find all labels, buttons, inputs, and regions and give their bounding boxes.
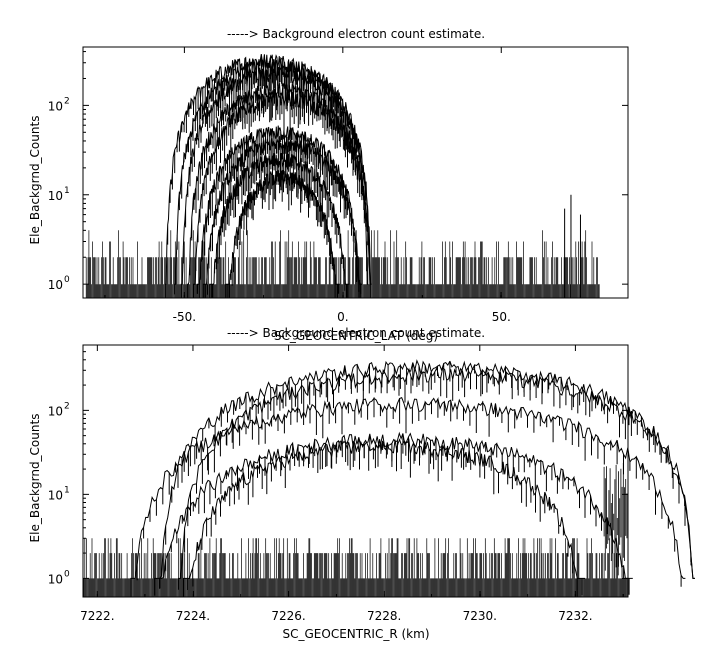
x-tick-label: 0. — [337, 310, 348, 324]
series-line-8 — [209, 152, 350, 298]
y-tick-label: 10 — [48, 189, 63, 203]
x-tick-label: 7230. — [463, 609, 497, 623]
y-tick-exponent: 0 — [64, 569, 70, 579]
series-line-1 — [159, 359, 695, 589]
y-tick-exponent: 1 — [64, 485, 70, 495]
series-line-3 — [180, 65, 372, 298]
series-line-2 — [178, 366, 695, 590]
x-tick-label: 7224. — [176, 609, 210, 623]
y-tick-label: 10 — [48, 278, 63, 292]
y-tick-exponent: 1 — [64, 186, 70, 196]
y-tick-label: 10 — [48, 488, 63, 502]
series-line-2 — [174, 58, 372, 295]
series-line-5 — [182, 438, 585, 597]
x-tick-label: 7228. — [367, 609, 401, 623]
x-tick-label: -50. — [173, 310, 196, 324]
y-tick-label: 10 — [48, 99, 63, 113]
series-line-4 — [154, 431, 633, 596]
series-line-4 — [187, 82, 372, 298]
y-tick-label: 10 — [48, 572, 63, 586]
bottom-chart-title: -----> Background electron count estimat… — [227, 326, 485, 340]
top-panel: -----> Background electron count estimat… — [28, 27, 629, 343]
noise-floor — [85, 230, 600, 298]
x-tick-label: 7226. — [271, 609, 305, 623]
x-tick-label: 7232. — [558, 609, 592, 623]
series-line-7 — [202, 136, 362, 298]
bottom-plot-area — [82, 359, 695, 597]
top-y-axis-label: Ele_Backgrnd_Counts — [28, 116, 42, 245]
y-tick-exponent: 0 — [64, 275, 70, 285]
bottom-plot-frame — [82, 344, 629, 598]
right-edge-cluster — [603, 463, 628, 578]
x-tick-label: 7222. — [80, 609, 114, 623]
y-tick-label: 10 — [48, 404, 63, 418]
top-x-axis-label: SC_GEOCENTRIC_LAT (deg) — [274, 329, 438, 343]
series-line-3 — [130, 396, 686, 597]
bottom-x-axis-label: SC_GEOCENTRIC_R (km) — [283, 627, 430, 641]
x-tick-label: 50. — [492, 310, 511, 324]
bottom-y-axis-label: Ele_Backgrnd_Counts — [28, 414, 42, 543]
top-chart-title: -----> Background electron count estimat… — [227, 27, 485, 41]
y-tick-exponent: 2 — [64, 96, 70, 106]
y-tick-exponent: 2 — [64, 401, 70, 411]
series-line-5 — [193, 91, 372, 298]
series-line-6 — [196, 125, 362, 298]
series-line-9 — [225, 169, 340, 298]
top-plot-frame — [82, 46, 629, 299]
top-plot-area — [85, 54, 600, 298]
